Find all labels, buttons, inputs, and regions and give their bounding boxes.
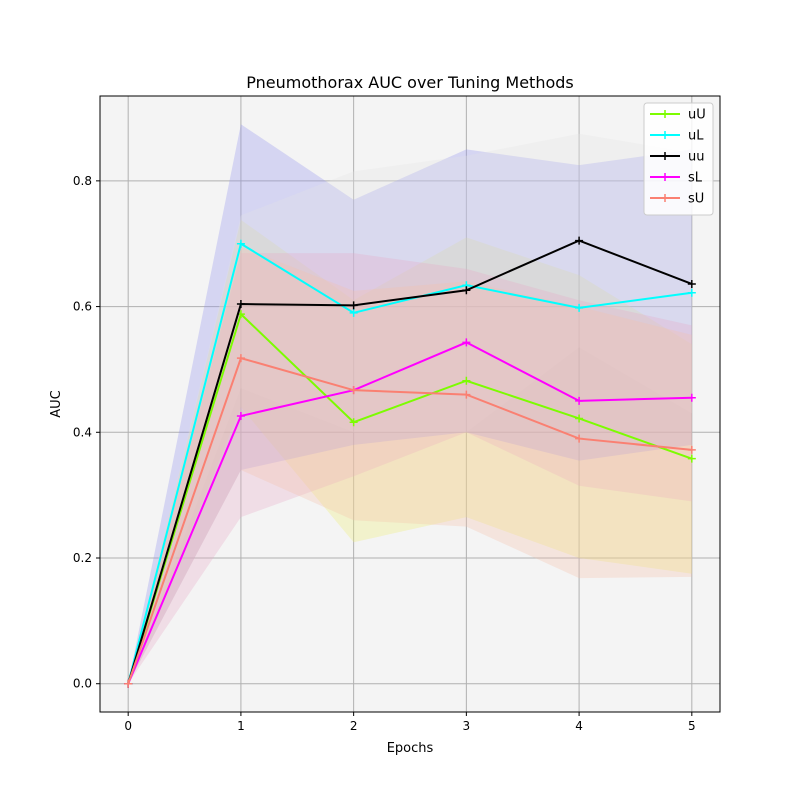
legend-label-uU: uU bbox=[688, 108, 706, 123]
x-tick-label: 5 bbox=[688, 719, 696, 733]
point-uL bbox=[236, 239, 245, 248]
legend-box bbox=[643, 102, 714, 216]
x-tick-label: 2 bbox=[350, 719, 358, 733]
point-sU bbox=[462, 390, 471, 399]
band-uU bbox=[128, 219, 692, 684]
point-sU bbox=[349, 386, 358, 395]
point-sL bbox=[687, 393, 696, 402]
point-uU bbox=[687, 454, 696, 463]
point-sU bbox=[124, 679, 133, 688]
series-line-sL bbox=[127, 341, 692, 685]
point-uu bbox=[687, 279, 696, 288]
y-axis-label: AUC bbox=[49, 390, 64, 418]
legend: uU uL uu sL sU bbox=[643, 102, 714, 216]
point-uu bbox=[349, 301, 358, 310]
legend-marker-uL bbox=[661, 131, 669, 139]
series-line-uu bbox=[127, 239, 693, 684]
point-sU bbox=[236, 354, 245, 363]
point-sL bbox=[462, 338, 471, 347]
plot-area-background bbox=[100, 96, 720, 712]
point-uL bbox=[575, 303, 584, 312]
band-sU bbox=[128, 246, 692, 684]
x-tick-label: 1 bbox=[237, 719, 245, 733]
point-uU bbox=[575, 414, 584, 423]
plot-area-frame bbox=[99, 95, 721, 713]
legend-marker-sL bbox=[661, 173, 669, 181]
legend-marker-uU bbox=[661, 110, 669, 118]
y-tick-label: 0.0 bbox=[73, 677, 92, 691]
legend-label-sL: sL bbox=[688, 171, 703, 186]
chart-title: Pneumothorax AUC over Tuning Methods bbox=[246, 73, 573, 92]
y-tick-label: 0.4 bbox=[73, 425, 92, 439]
point-sL bbox=[575, 396, 584, 405]
confidence-bands bbox=[128, 124, 692, 684]
point-uL bbox=[349, 308, 358, 317]
series-line-uL bbox=[127, 242, 692, 684]
series-line-uU bbox=[127, 312, 693, 685]
point-sU bbox=[687, 445, 696, 454]
legend-label-sU: sU bbox=[688, 192, 704, 207]
point-uU bbox=[349, 418, 358, 427]
band-uL bbox=[128, 124, 692, 684]
series-lines bbox=[124, 236, 696, 688]
series-line-sU bbox=[127, 356, 692, 685]
point-uu bbox=[575, 236, 584, 245]
x-axis-label: Epochs bbox=[387, 741, 434, 756]
y-tick-label: 0.6 bbox=[73, 300, 92, 314]
x-tick-label: 0 bbox=[124, 719, 132, 733]
point-sU bbox=[575, 434, 584, 443]
legend-label-uu: uu bbox=[688, 150, 704, 165]
legend-label-uL: uL bbox=[688, 129, 704, 144]
point-uU bbox=[462, 376, 471, 385]
point-uu bbox=[236, 300, 245, 309]
axis-ticks: 0 1 2 3 4 5 0.0 0.2 0.4 0.6 0.8 bbox=[73, 174, 696, 733]
point-uu bbox=[462, 286, 471, 295]
point-sL bbox=[236, 411, 245, 420]
x-tick-label: 4 bbox=[575, 719, 583, 733]
point-uL bbox=[687, 288, 696, 297]
legend-marker-sU bbox=[661, 194, 669, 202]
band-uu bbox=[128, 133, 692, 684]
y-tick-label: 0.8 bbox=[73, 174, 92, 188]
x-tick-label: 3 bbox=[463, 719, 471, 733]
band-sL bbox=[128, 253, 692, 684]
y-tick-label: 0.2 bbox=[73, 551, 92, 565]
legend-marker-uu bbox=[661, 152, 669, 160]
